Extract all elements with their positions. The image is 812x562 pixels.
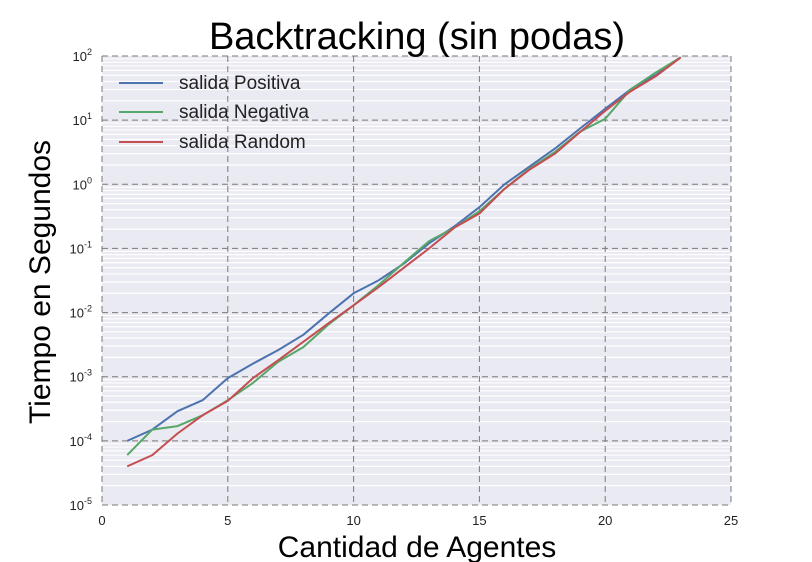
series-line-salida-random — [126, 56, 682, 468]
x-tick-label: 5 — [224, 513, 231, 528]
x-tick-label: 25 — [724, 513, 738, 528]
y-tick-label: 100 — [73, 175, 92, 192]
x-axis-label: Cantidad de Agentes — [278, 531, 557, 562]
x-tick-label: 20 — [598, 513, 612, 528]
y-tick-label: 102 — [73, 47, 92, 64]
legend: salida Positiva salida Negativa salida R… — [119, 73, 309, 153]
series-lines — [126, 56, 682, 468]
y-axis-label: Tiempo en Segundos — [24, 140, 57, 424]
y-tick-label: 101 — [73, 111, 92, 128]
y-tick-label: 10-1 — [70, 239, 92, 256]
x-tick-label: 10 — [346, 513, 360, 528]
legend-label-negativa: salida Negativa — [179, 102, 309, 123]
chart-title: Backtracking (sin podas) — [209, 16, 625, 58]
minor-gridlines — [102, 58, 731, 487]
y-tick-label: 10-5 — [70, 496, 92, 513]
y-tick-label: 10-4 — [70, 432, 92, 449]
major-gridlines — [101, 55, 732, 506]
legend-label-positiva: salida Positiva — [179, 73, 301, 94]
legend-label-random: salida Random — [179, 132, 306, 153]
x-tick-labels: 0 5 10 15 20 25 — [98, 513, 738, 528]
y-tick-label: 10-3 — [70, 368, 92, 385]
y-tick-label: 10-2 — [70, 304, 92, 321]
plot-background — [102, 56, 731, 505]
x-tick-label: 15 — [472, 513, 486, 528]
x-tick-label: 0 — [98, 513, 105, 528]
y-tick-labels: 10-5 10-4 10-3 10-2 10-1 100 101 102 — [70, 47, 92, 513]
